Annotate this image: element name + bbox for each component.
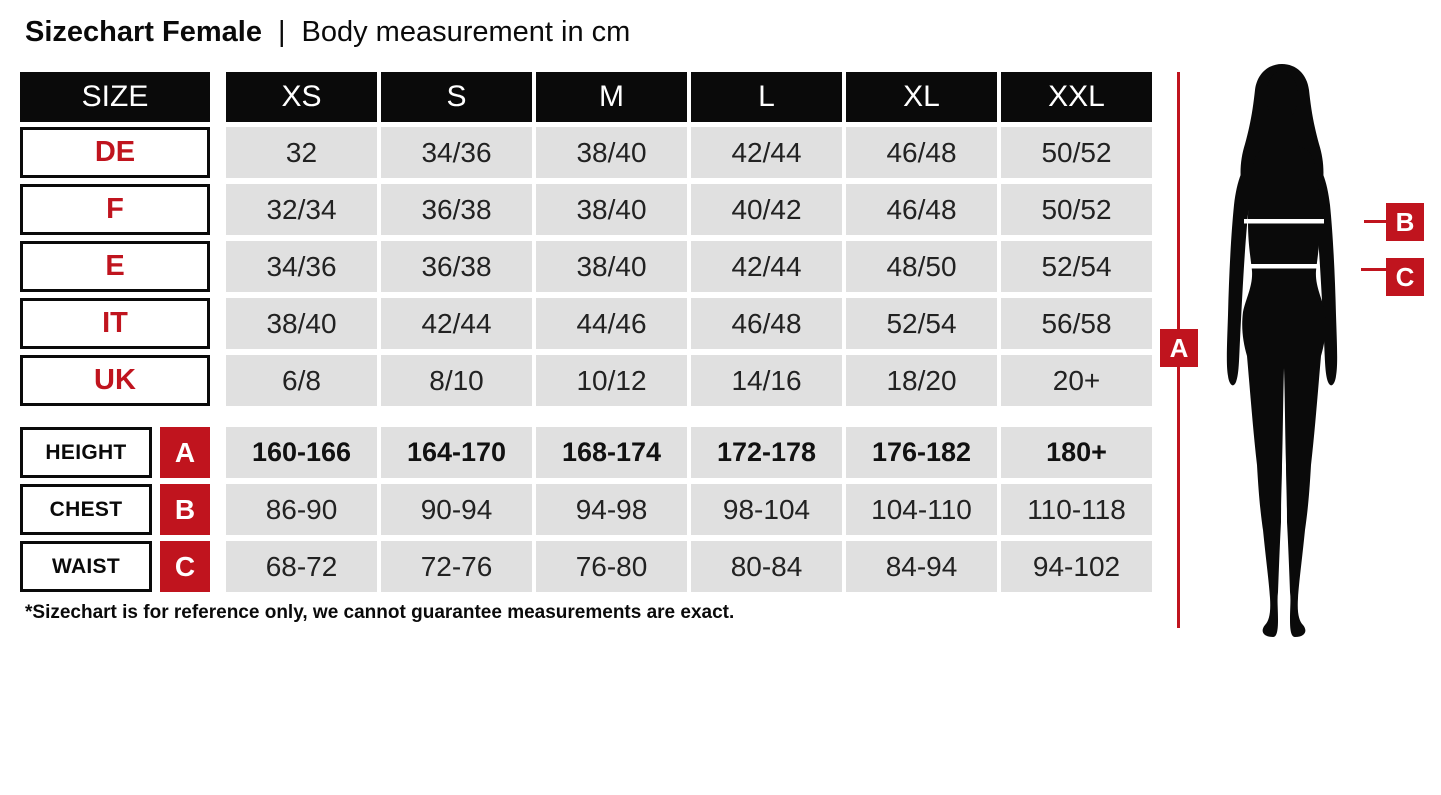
- title-main: Sizechart Female: [25, 16, 262, 48]
- table-cell: 38/40: [536, 184, 687, 235]
- table-cell: 18/20: [846, 355, 997, 406]
- table-cell: 80-84: [691, 541, 842, 592]
- column-header-m: M: [536, 72, 687, 122]
- table-cell: 90-94: [381, 484, 532, 535]
- column-header-l: L: [691, 72, 842, 122]
- column-header-s: S: [381, 72, 532, 122]
- table-cell: 38/40: [226, 298, 377, 349]
- table-cell: 36/38: [381, 184, 532, 235]
- neck-shape: [1272, 112, 1292, 152]
- figure-marker-c: C: [1386, 258, 1424, 296]
- table-cell: 98-104: [691, 484, 842, 535]
- table-cell: 32: [226, 127, 377, 178]
- table-cell: 14/16: [691, 355, 842, 406]
- table-row-chest: CHEST B 86-90 90-94 94-98 98-104 104-110…: [20, 484, 1156, 535]
- table-cell: 160-166: [226, 427, 377, 478]
- waist-measure-line: [1249, 264, 1319, 269]
- table-cell: 42/44: [691, 241, 842, 292]
- table-cell: 164-170: [381, 427, 532, 478]
- row-label-e: E: [20, 241, 210, 292]
- table-row-waist: WAIST C 68-72 72-76 76-80 80-84 84-94 94…: [20, 541, 1156, 592]
- table-cell: 110-118: [1001, 484, 1152, 535]
- chest-connector-line: [1364, 220, 1386, 223]
- row-label-height: HEIGHT: [20, 427, 152, 478]
- table-cell: 42/44: [691, 127, 842, 178]
- title-subtitle: Body measurement in cm: [301, 16, 631, 48]
- title-separator: |: [277, 16, 286, 48]
- table-row-f: F 32/34 36/38 38/40 40/42 46/48 50/52: [20, 184, 1156, 235]
- head-shape: [1266, 71, 1298, 121]
- row-label-it: IT: [20, 298, 210, 349]
- table-cell: 86-90: [226, 484, 377, 535]
- table-cell: 50/52: [1001, 184, 1152, 235]
- footnote: *Sizechart is for reference only, we can…: [25, 602, 735, 623]
- table-cell: 180+: [1001, 427, 1152, 478]
- table-cell: 34/36: [381, 127, 532, 178]
- column-header-xs: XS: [226, 72, 377, 122]
- marker-b-badge: B: [160, 484, 210, 535]
- table-cell: 46/48: [846, 184, 997, 235]
- chest-measure-line: [1244, 219, 1324, 224]
- left-arm-shape: [1226, 156, 1259, 386]
- row-label-f: F: [20, 184, 210, 235]
- table-row-uk: UK 6/8 8/10 10/12 14/16 18/20 20+: [20, 355, 1156, 406]
- row-label-uk: UK: [20, 355, 210, 406]
- table-cell: 38/40: [536, 127, 687, 178]
- column-header-xxl: XXL: [1001, 72, 1152, 122]
- table-cell: 68-72: [226, 541, 377, 592]
- table-cell: 46/48: [691, 298, 842, 349]
- row-label-de: DE: [20, 127, 210, 178]
- table-cell: 48/50: [846, 241, 997, 292]
- table-cell: 40/42: [691, 184, 842, 235]
- table-cell: 36/38: [381, 241, 532, 292]
- table-cell: 6/8: [226, 355, 377, 406]
- table-row-height: HEIGHT A 160-166 164-170 168-174 172-178…: [20, 427, 1156, 478]
- table-cell: 42/44: [381, 298, 532, 349]
- torso-legs-shape: [1242, 144, 1326, 637]
- table-cell: 76-80: [536, 541, 687, 592]
- table-cell: 176-182: [846, 427, 997, 478]
- table-cell: 44/46: [536, 298, 687, 349]
- table-cell: 32/34: [226, 184, 377, 235]
- figure-marker-a: A: [1160, 329, 1198, 367]
- table-cell: 94-98: [536, 484, 687, 535]
- size-header-cell: SIZE: [20, 72, 210, 122]
- table-row-de: DE 32 34/36 38/40 42/44 46/48 50/52: [20, 127, 1156, 178]
- table-cell: 8/10: [381, 355, 532, 406]
- table-cell: 20+: [1001, 355, 1152, 406]
- table-cell: 168-174: [536, 427, 687, 478]
- table-cell: 56/58: [1001, 298, 1152, 349]
- figure-marker-b: B: [1386, 203, 1424, 241]
- table-header-row: SIZE XS S M L XL XXL: [20, 72, 1156, 122]
- marker-a-badge: A: [160, 427, 210, 478]
- page-title: Sizechart Female | Body measurement in c…: [25, 16, 630, 49]
- table-cell: 52/54: [1001, 241, 1152, 292]
- column-header-xl: XL: [846, 72, 997, 122]
- marker-c-badge: C: [160, 541, 210, 592]
- table-row-it: IT 38/40 42/44 44/46 46/48 52/54 56/58: [20, 298, 1156, 349]
- table-cell: 10/12: [536, 355, 687, 406]
- table-cell: 34/36: [226, 241, 377, 292]
- table-row-e: E 34/36 36/38 38/40 42/44 48/50 52/54: [20, 241, 1156, 292]
- waist-connector-line: [1361, 268, 1386, 271]
- right-arm-shape: [1305, 156, 1338, 386]
- row-label-chest: CHEST: [20, 484, 152, 535]
- table-cell: 84-94: [846, 541, 997, 592]
- table-cell: 46/48: [846, 127, 997, 178]
- table-cell: 94-102: [1001, 541, 1152, 592]
- row-label-waist: WAIST: [20, 541, 152, 592]
- table-cell: 72-76: [381, 541, 532, 592]
- table-cell: 104-110: [846, 484, 997, 535]
- female-silhouette: [1226, 64, 1338, 637]
- table-cell: 38/40: [536, 241, 687, 292]
- table-cell: 52/54: [846, 298, 997, 349]
- table-cell: 50/52: [1001, 127, 1152, 178]
- table-cell: 172-178: [691, 427, 842, 478]
